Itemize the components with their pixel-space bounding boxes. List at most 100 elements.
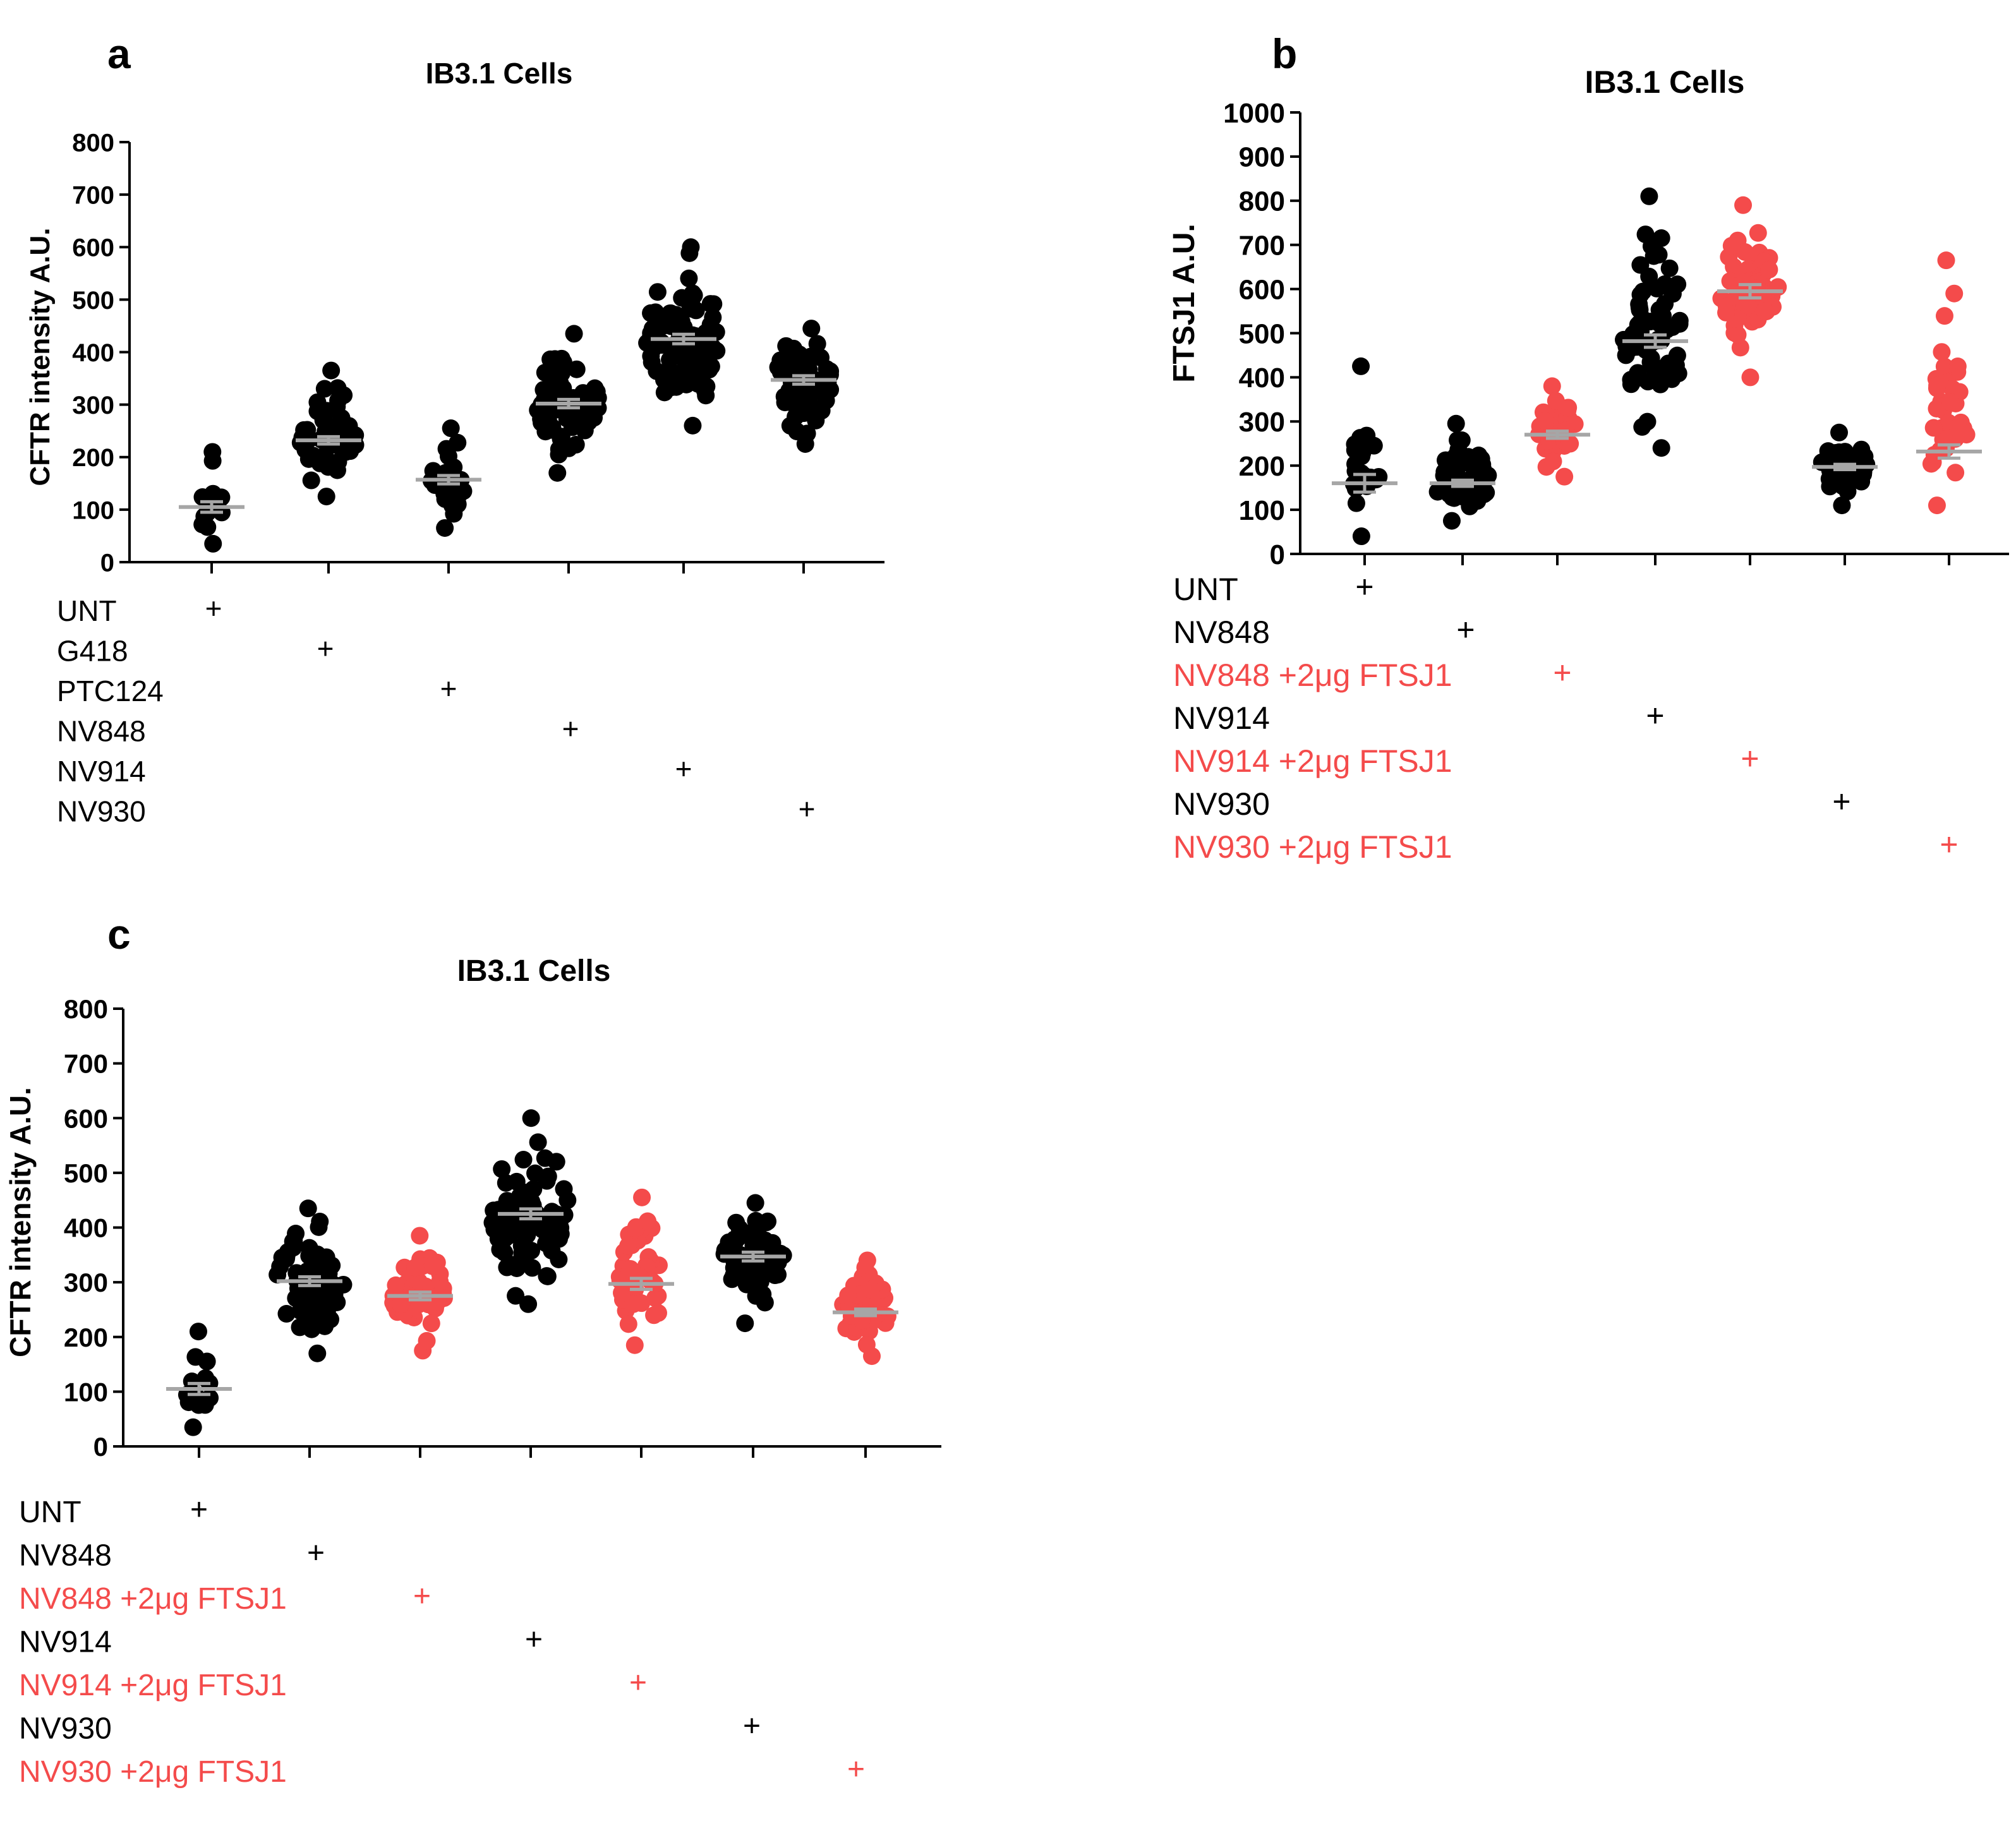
data-point [1736, 243, 1754, 261]
data-point [742, 1270, 760, 1288]
data-point [777, 337, 795, 355]
data-point [1656, 275, 1674, 293]
data-point [536, 1149, 554, 1167]
data-point [1352, 527, 1370, 546]
data-point [513, 1244, 531, 1262]
treatment-plus-mark: + [1646, 698, 1664, 733]
data-point [514, 1151, 533, 1169]
data-point [704, 295, 723, 313]
data-point [1638, 412, 1657, 431]
data-point [1947, 464, 1965, 482]
data-point [1722, 237, 1741, 255]
y-tick-label: 600 [1239, 274, 1285, 305]
data-point [680, 244, 699, 262]
y-tick-label: 0 [1270, 539, 1285, 570]
treatment-label: NV930 [19, 1712, 112, 1746]
data-point [1933, 343, 1951, 361]
data-point [646, 1289, 665, 1307]
y-tick-label: 300 [64, 1268, 108, 1297]
data-point [1717, 303, 1735, 321]
data-point [613, 1283, 631, 1302]
panel-a-axes [128, 142, 884, 563]
data-point [746, 1194, 764, 1212]
panel-c: c IB3.1 Cells CFTR intensity A.U. 0 100 20… [4, 911, 941, 1789]
data-point [802, 385, 820, 404]
y-tick-label: 300 [72, 392, 114, 419]
data-point [655, 383, 673, 402]
data-point [328, 461, 346, 479]
treatment-plus-mark: + [1456, 612, 1475, 647]
y-tick-label: 600 [64, 1103, 108, 1133]
data-point [1734, 196, 1753, 214]
data-point [567, 436, 585, 454]
y-tick-label: 500 [72, 287, 114, 315]
panel-a-ylabel: CFTR intensity A.U. [25, 227, 56, 486]
y-tick-label: 500 [1239, 318, 1285, 349]
panel-a-letter: a [107, 30, 131, 77]
panel-b-treatment-table: UNT +NV848 +NV848 +2μg FTSJ1 +NV914 +NV914 +… [1173, 569, 1959, 865]
data-point [203, 452, 222, 470]
treatment-plus-mark: + [307, 1537, 325, 1570]
data-point [183, 1373, 201, 1391]
data-point [736, 1314, 754, 1333]
data-point [1629, 369, 1647, 387]
treatment-plus-mark: + [847, 1753, 865, 1786]
data-point [687, 301, 705, 320]
data-point [533, 1220, 552, 1239]
data-point [548, 464, 567, 482]
data-point [279, 1243, 297, 1261]
data-point [1663, 370, 1681, 388]
data-point [663, 347, 681, 365]
data-point [543, 1242, 561, 1260]
treatment-plus-mark: + [562, 712, 579, 745]
data-point [817, 392, 835, 410]
data-point [190, 1396, 208, 1414]
treatment-plus-mark: + [1553, 655, 1571, 690]
data-point [503, 1256, 521, 1274]
data-point [704, 308, 722, 327]
treatment-label: NV848 [1173, 615, 1270, 650]
data-point [314, 401, 332, 419]
panel-a-points [193, 238, 840, 553]
data-point [1928, 496, 1946, 515]
data-point [857, 1335, 876, 1354]
data-point [320, 1291, 339, 1309]
data-point [422, 1314, 440, 1333]
data-point [619, 1237, 637, 1255]
treatment-label: NV930 +2μg FTSJ1 [19, 1755, 287, 1789]
data-point [522, 1109, 540, 1127]
data-point [392, 1295, 410, 1314]
panel-b-letter: b [1272, 30, 1297, 77]
data-point [315, 380, 334, 398]
data-point [684, 416, 702, 435]
data-point [735, 1226, 753, 1244]
data-point [442, 419, 460, 438]
y-tick-label: 700 [72, 182, 114, 210]
data-point [436, 519, 454, 537]
data-point [619, 1315, 637, 1333]
data-point [410, 1272, 428, 1290]
data-point [1347, 494, 1365, 512]
data-point [302, 471, 320, 490]
data-point [1640, 187, 1658, 205]
data-point [550, 445, 568, 464]
data-point [277, 1305, 296, 1323]
data-point [839, 1286, 857, 1304]
treatment-label: NV930 [57, 795, 146, 828]
data-point [1442, 450, 1460, 469]
data-point [212, 488, 231, 507]
data-point [297, 1285, 315, 1303]
y-tick-label: 800 [1239, 186, 1285, 217]
data-point [496, 1229, 514, 1247]
data-point [545, 375, 563, 393]
data-point [1741, 368, 1759, 387]
data-point [519, 1295, 538, 1313]
data-point [322, 361, 341, 380]
y-tick-label: 200 [64, 1323, 108, 1352]
treatment-plus-mark: + [629, 1666, 647, 1700]
panel-c-letter: c [107, 911, 131, 958]
y-tick-label: 0 [100, 549, 114, 577]
data-point [725, 1266, 743, 1285]
treatment-label: UNT [1173, 572, 1238, 607]
